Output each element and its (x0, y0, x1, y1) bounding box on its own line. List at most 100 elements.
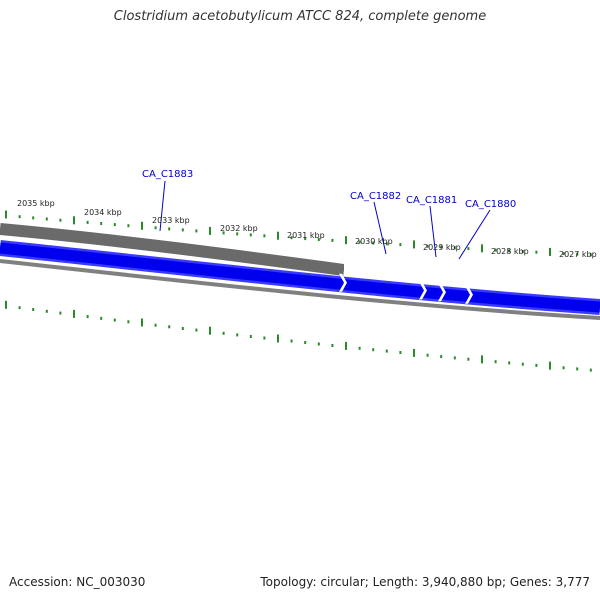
minor-tick (317, 342, 320, 346)
minor-tick (562, 252, 565, 255)
minor-tick (32, 308, 35, 311)
tick-label: 2035 kbp (17, 199, 55, 208)
minor-tick (45, 309, 48, 313)
accession-text: Accession: NC_003030 (9, 575, 146, 589)
plus-strand-band-core (0, 242, 600, 313)
minor-tick (358, 240, 361, 244)
major-tick (141, 318, 143, 327)
gene-boundary (438, 283, 446, 302)
minor-tick (113, 318, 116, 322)
minor-tick (426, 353, 429, 357)
minor-tick (562, 366, 565, 370)
major-tick (141, 221, 143, 230)
major-tick (345, 341, 347, 350)
minor-tick (589, 253, 592, 257)
map-title: Clostridium acetobutylicum ATCC 824, com… (113, 9, 487, 24)
tick-label: 2031 kbp (287, 231, 325, 240)
minor-tick (440, 355, 443, 359)
minor-tick (236, 232, 239, 236)
minor-tick (113, 223, 116, 227)
minor-tick (494, 360, 497, 364)
minor-tick (290, 339, 293, 343)
minor-tick (100, 222, 103, 225)
major-tick (5, 210, 7, 219)
major-tick (5, 300, 7, 309)
minor-tick (508, 361, 511, 365)
minor-tick (59, 218, 62, 222)
minor-tick (440, 245, 443, 249)
minor-tick (576, 367, 579, 371)
gene-ca-c1883-shape[interactable] (0, 223, 344, 276)
major-tick (345, 236, 347, 245)
major-tick (277, 231, 279, 240)
minor-tick (18, 215, 21, 219)
minor-tick (521, 250, 524, 253)
gene-label-ca-c1880[interactable]: CA_C1880 (465, 199, 516, 210)
gene-boundary (339, 273, 347, 292)
minor-tick (290, 236, 293, 240)
minor-tick (521, 362, 524, 366)
minor-tick (589, 368, 592, 372)
gene-label-ca-c1883[interactable]: CA_C1883 (142, 169, 193, 180)
major-tick (549, 247, 551, 256)
gene-label-ca-c1882[interactable]: CA_C1882 (350, 191, 401, 202)
minor-tick (154, 226, 157, 230)
minor-tick (222, 231, 225, 235)
minor-tick (426, 244, 429, 248)
minor-tick (453, 356, 456, 360)
minor-tick (317, 238, 320, 241)
minor-tick (32, 216, 35, 220)
minor-tick (263, 234, 266, 238)
major-tick (413, 240, 415, 249)
minor-tick (453, 246, 456, 250)
genome-backbone (0, 259, 600, 320)
minor-tick (154, 323, 157, 327)
gene-leader-line (373, 201, 387, 255)
tick-label: 2032 kbp (220, 224, 258, 233)
tick-label: 2028 kbp (491, 247, 529, 256)
gene-boundary (465, 285, 473, 304)
minor-tick (195, 328, 198, 332)
minor-tick (168, 227, 171, 231)
major-tick (209, 226, 211, 235)
minor-tick (181, 327, 184, 330)
minor-tick (127, 224, 130, 228)
minor-tick (249, 335, 252, 338)
minor-tick (331, 344, 334, 347)
minor-tick (249, 233, 252, 237)
tick-label: 2033 kbp (152, 216, 190, 225)
minor-tick (508, 249, 511, 253)
gene-leader-line (429, 205, 437, 258)
minor-tick (86, 220, 89, 224)
minor-tick (304, 341, 307, 344)
minor-tick (467, 247, 470, 251)
major-tick (481, 244, 483, 253)
minor-tick (59, 311, 62, 315)
tick-label: 2027 kbp (559, 250, 597, 259)
major-tick (73, 309, 75, 318)
gene-boundary (419, 281, 427, 300)
gene-label-ca-c1881[interactable]: CA_C1881 (406, 195, 457, 206)
minor-tick (535, 250, 538, 254)
minor-tick (494, 248, 497, 252)
minor-tick (181, 228, 184, 232)
minor-tick (263, 336, 266, 340)
tick-label: 2034 kbp (84, 208, 122, 217)
minor-tick (372, 241, 375, 245)
minor-tick (331, 238, 334, 242)
tick-label: 2030 kbp (355, 237, 393, 246)
major-tick (413, 348, 415, 357)
major-tick (73, 216, 75, 225)
major-tick (209, 326, 211, 335)
major-tick (481, 355, 483, 364)
minor-tick (100, 316, 103, 320)
minor-tick (86, 315, 89, 319)
minor-tick (399, 351, 402, 354)
minor-tick (222, 331, 225, 335)
major-tick (277, 334, 279, 343)
minor-tick (127, 320, 130, 324)
topology-text: Topology: circular; Length: 3,940,880 bp… (260, 575, 590, 589)
minor-tick (358, 346, 361, 350)
minor-tick (304, 237, 307, 241)
